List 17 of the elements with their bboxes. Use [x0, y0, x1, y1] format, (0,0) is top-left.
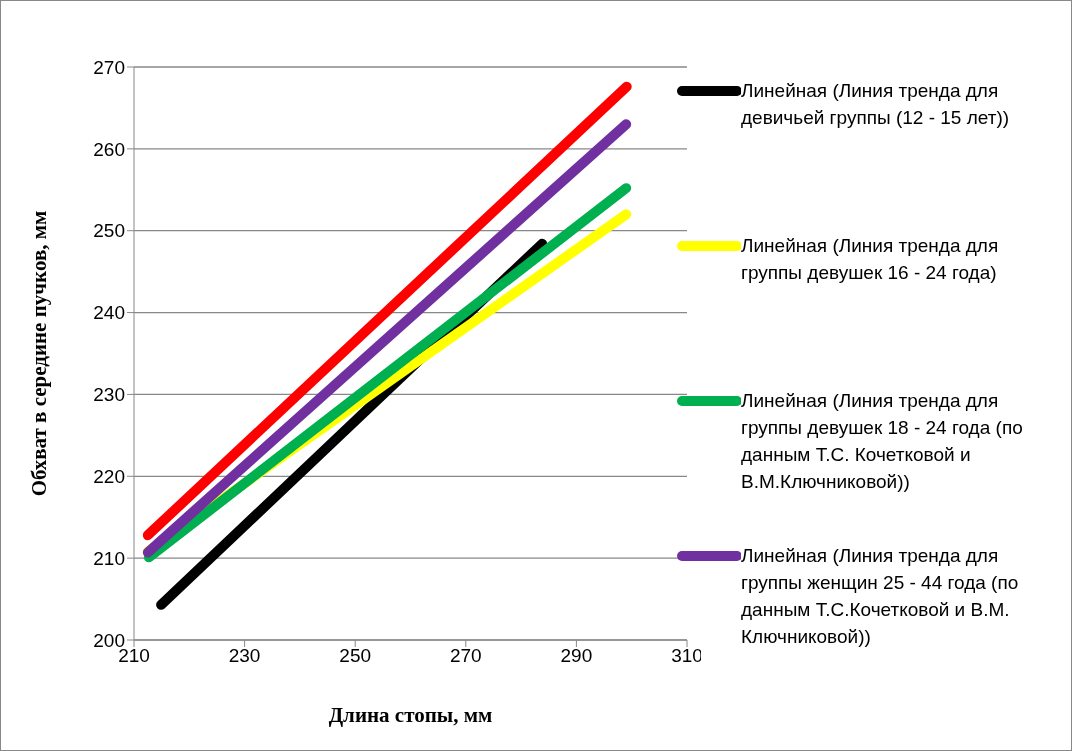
x-tick-label: 270 — [449, 645, 482, 667]
legend-label: Линейная (Линия тренда для группы девушек 16 - 24 года) — [741, 234, 1000, 285]
y-tick-label: 240 — [93, 302, 125, 324]
y-tick-label: 250 — [93, 220, 125, 242]
legend-label: Линейная (Линия тренда для группы женщин 25 - 44 года (по данным Т.С.Кочетковой и В.М. Ключниковой)) — [741, 544, 1020, 649]
y-tick-label: 210 — [93, 547, 125, 569]
legend-label: Линейная (Линия тренда для девичьей группы (12 - 15 лет)) — [741, 79, 1011, 130]
y-tick-label: 260 — [93, 138, 125, 160]
x-tick-label: 250 — [339, 645, 372, 667]
y-tick-label: 220 — [93, 466, 125, 488]
y-tick-label: 230 — [93, 384, 125, 406]
legend-label: Линейная (Линия тренда для группы девушек 18 - 24 года (по данным Т.С. Кочетковой и В.М.Ключниковой)) — [741, 389, 1024, 494]
y-axis-title: Обхват в середине пучков, мм — [27, 210, 52, 497]
x-axis-title: Длина стопы, мм — [328, 703, 493, 727]
y-tick-label: 270 — [93, 56, 125, 78]
x-tick-label: 290 — [560, 645, 593, 667]
x-tick-label: 230 — [228, 645, 261, 667]
